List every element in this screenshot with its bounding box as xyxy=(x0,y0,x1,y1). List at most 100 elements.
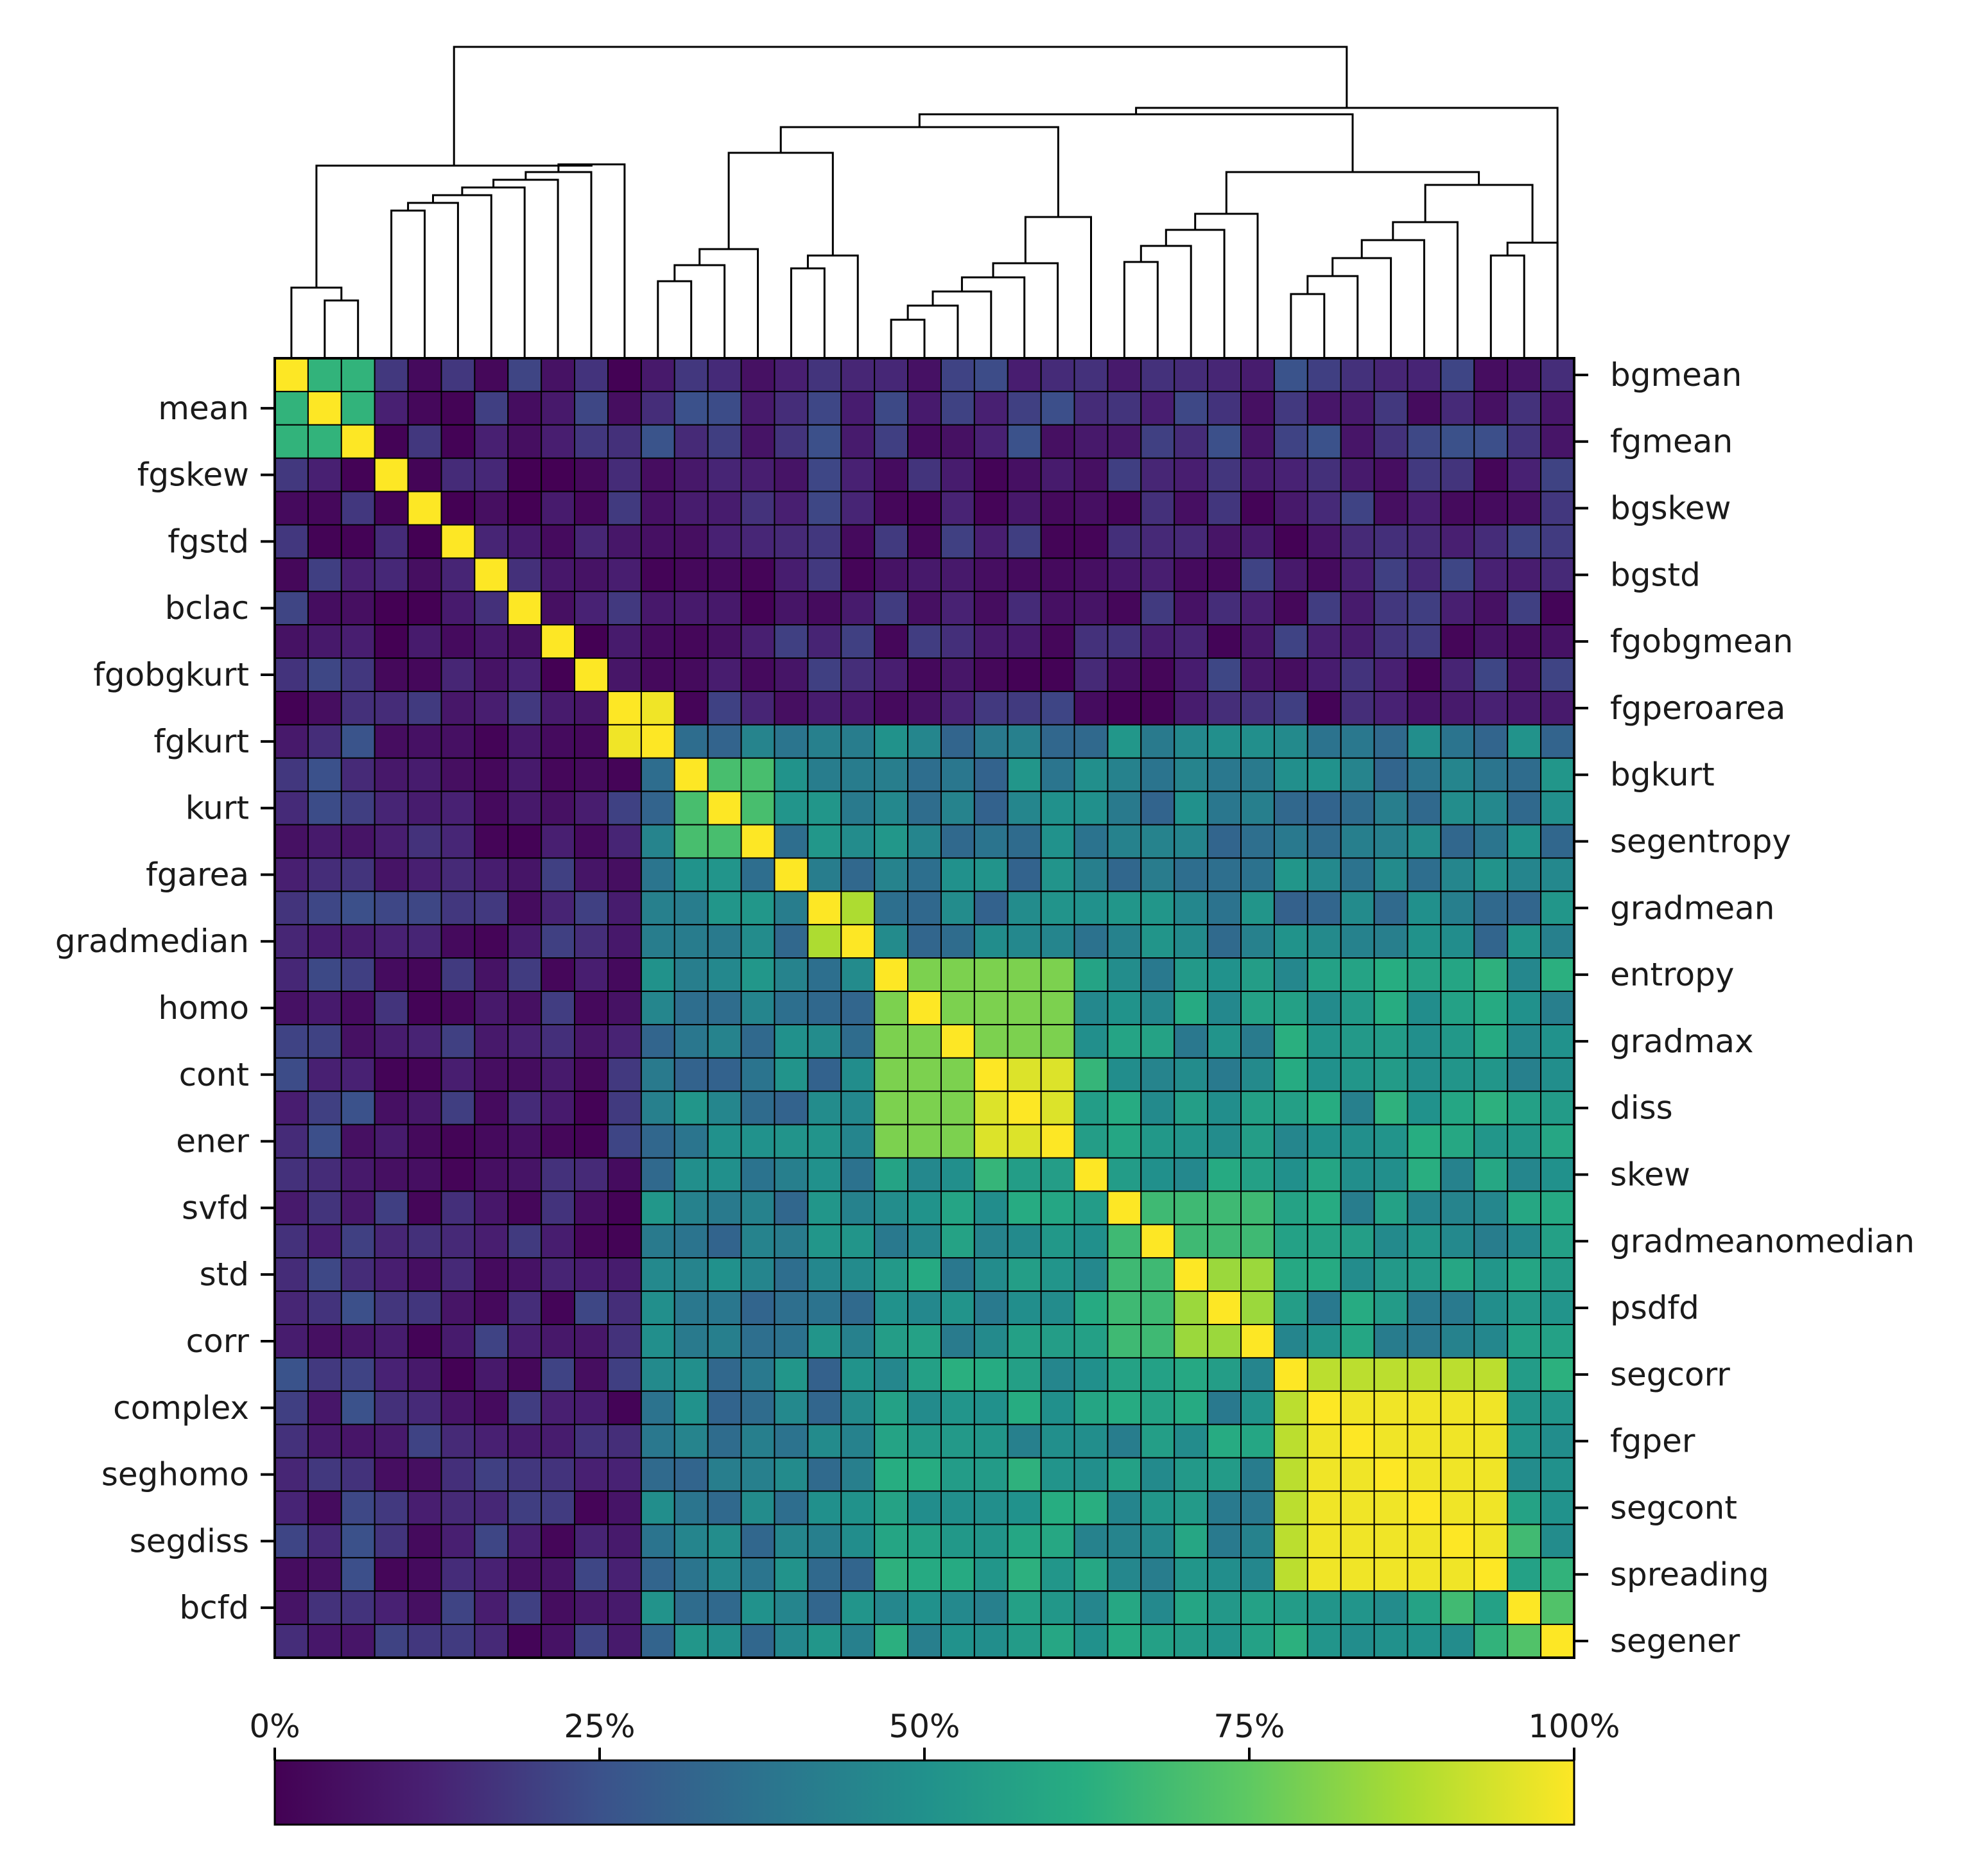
dendrogram-branch xyxy=(1135,107,1559,358)
heatmap-cell xyxy=(640,1190,675,1226)
heatmap-cell xyxy=(1507,1490,1542,1525)
heatmap-cell xyxy=(1073,991,1109,1025)
heatmap-cell xyxy=(774,824,809,859)
heatmap-cell xyxy=(1107,1457,1142,1492)
heatmap-cell xyxy=(940,724,975,759)
heatmap-cell xyxy=(973,1090,1009,1125)
dendrogram-branch xyxy=(1225,171,1480,214)
heatmap-cell xyxy=(1273,591,1308,626)
heatmap-cell xyxy=(1407,624,1442,659)
heatmap-cell xyxy=(274,591,309,626)
heatmap-cell xyxy=(607,991,642,1025)
heatmap-cell xyxy=(1073,1224,1109,1259)
heatmap-cell xyxy=(307,690,342,725)
heatmap-cell xyxy=(607,924,642,959)
heatmap-cell xyxy=(707,591,742,626)
heatmap-cell xyxy=(374,724,409,759)
heatmap-cell xyxy=(274,1357,309,1392)
heatmap-cell xyxy=(707,724,742,759)
heatmap-cell xyxy=(607,457,642,492)
heatmap-cell xyxy=(1040,491,1075,526)
heatmap-cell xyxy=(640,790,675,826)
heatmap-cell xyxy=(340,991,376,1025)
heatmap-cell xyxy=(1207,457,1242,492)
heatmap-cell xyxy=(1240,824,1275,859)
heatmap-cell xyxy=(1040,1524,1075,1559)
heatmap-cell xyxy=(574,890,609,926)
heatmap-cell xyxy=(874,1057,909,1092)
heatmap-cell xyxy=(1040,624,1075,659)
heatmap-cell xyxy=(1440,591,1475,626)
heatmap-cell xyxy=(1140,624,1175,659)
heatmap-cell xyxy=(507,1090,542,1125)
heatmap-cell xyxy=(274,1090,309,1125)
heatmap-cell xyxy=(1507,1057,1542,1092)
heatmap-cell xyxy=(507,724,542,759)
heatmap-cell xyxy=(740,457,776,492)
heatmap-cell xyxy=(640,358,675,392)
heatmap-cell xyxy=(707,1324,742,1359)
heatmap-cell xyxy=(1340,1023,1375,1059)
heatmap-cell xyxy=(1107,1357,1142,1392)
heatmap-cell xyxy=(574,957,609,993)
heatmap-cell xyxy=(907,890,942,926)
heatmap-cell xyxy=(1473,657,1509,692)
heatmap-cell xyxy=(1540,1457,1575,1492)
heatmap-cell xyxy=(1306,1624,1342,1659)
heatmap-cell xyxy=(1240,991,1275,1025)
heatmap-cell xyxy=(1174,1624,1209,1659)
heatmap-cell xyxy=(807,1357,842,1392)
heatmap-cell xyxy=(740,1457,776,1492)
heatmap-cell xyxy=(640,1557,675,1592)
heatmap-cell xyxy=(1273,1557,1308,1592)
heatmap-cell xyxy=(1040,1423,1075,1459)
heatmap-cell xyxy=(1373,491,1409,526)
heatmap-cell xyxy=(1107,1390,1142,1425)
heatmap-cell xyxy=(440,1490,476,1525)
heatmap-cell xyxy=(1340,1557,1375,1592)
heatmap-cell xyxy=(1407,1490,1442,1525)
heatmap-cell xyxy=(1540,757,1575,792)
heatmap-cell xyxy=(1440,1124,1475,1159)
heatmap-cell xyxy=(1207,1190,1242,1226)
heatmap-cell xyxy=(274,1057,309,1092)
heatmap-cell xyxy=(907,1257,942,1292)
heatmap-cell xyxy=(1007,1057,1042,1092)
heatmap-cell xyxy=(973,757,1009,792)
heatmap-cell xyxy=(1040,1290,1075,1326)
left-label: fgstd xyxy=(168,523,249,560)
heatmap-cell xyxy=(1207,624,1242,659)
heatmap-cell xyxy=(707,1257,742,1292)
heatmap-cell xyxy=(907,824,942,859)
heatmap-cell xyxy=(640,1324,675,1359)
heatmap-cell xyxy=(1306,591,1342,626)
heatmap-cell xyxy=(874,1224,909,1259)
heatmap-cell xyxy=(940,557,975,593)
heatmap-cell xyxy=(1507,358,1542,392)
heatmap-cell xyxy=(374,924,409,959)
heatmap-cell xyxy=(807,924,842,959)
heatmap-cell xyxy=(707,457,742,492)
heatmap-cell xyxy=(1540,591,1575,626)
heatmap-cell xyxy=(707,1357,742,1392)
heatmap-cell xyxy=(274,1290,309,1326)
heatmap-cell xyxy=(541,1324,576,1359)
heatmap-cell xyxy=(1207,690,1242,725)
heatmap-cell xyxy=(574,857,609,892)
heatmap-cell xyxy=(1174,524,1209,559)
heatmap-cell xyxy=(1040,457,1075,492)
heatmap-cell xyxy=(1007,1090,1042,1125)
heatmap-cell xyxy=(1073,1390,1109,1425)
heatmap-cell xyxy=(307,924,342,959)
heatmap-cell xyxy=(374,657,409,692)
heatmap-cell xyxy=(940,1290,975,1326)
heatmap-cell xyxy=(673,1457,709,1492)
heatmap-cell xyxy=(1107,857,1142,892)
heatmap-cell xyxy=(1107,924,1142,959)
heatmap-cell xyxy=(1207,1090,1242,1125)
heatmap-cell xyxy=(707,1224,742,1259)
heatmap-cell xyxy=(1007,390,1042,426)
heatmap-cell xyxy=(640,1490,675,1525)
heatmap-cell xyxy=(507,591,542,626)
heatmap-cell xyxy=(1007,1357,1042,1392)
